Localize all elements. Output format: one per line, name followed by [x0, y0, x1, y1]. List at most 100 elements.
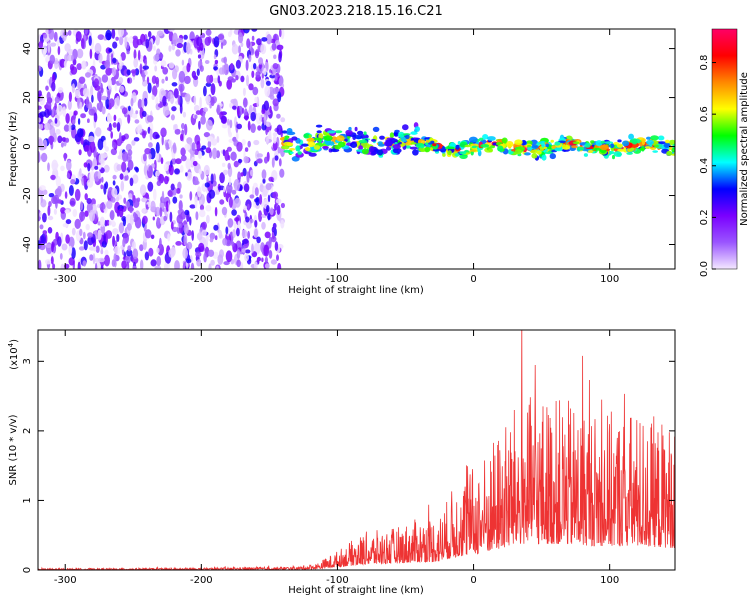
spectrogram-cell: [129, 214, 134, 226]
spectrogram-cell: [90, 85, 94, 98]
spectrogram-cell: [394, 132, 398, 136]
spectrogram-cell: [155, 134, 160, 139]
spectrogram-cell: [200, 115, 206, 125]
spectrogram-cell: [272, 98, 279, 107]
spectrogram-cell: [168, 45, 172, 52]
spectrogram-cell: [75, 31, 82, 42]
spectrogram-cell: [65, 234, 70, 244]
spectrogram-cell: [182, 111, 187, 118]
spectrogram-cell: [204, 182, 210, 188]
spectrogram-cell: [168, 164, 172, 172]
spectrogram-cell: [89, 254, 94, 261]
spectrogram-cell: [42, 212, 47, 223]
spectrogram-cell: [38, 259, 42, 269]
spectrogram-cell: [60, 207, 66, 214]
spectrogram-cell: [297, 151, 303, 155]
spectrogram-cell: [222, 238, 228, 246]
spectrogram-cell: [626, 152, 633, 155]
spectrogram-cell: [280, 117, 286, 123]
spectrogram-cell: [259, 194, 263, 205]
spectrogram-cell: [327, 130, 336, 134]
spectrogram-cell: [47, 227, 53, 234]
spectrogram-cell: [641, 139, 646, 146]
spectrogram-cell: [165, 200, 169, 212]
spectrogram-cell: [160, 90, 167, 96]
spectrogram-cell: [149, 128, 153, 141]
spectrogram-cell: [156, 247, 160, 254]
spectrogram-cell: [561, 144, 567, 149]
spectrogram-cell: [241, 248, 246, 253]
spectrogram-cell: [108, 220, 112, 226]
spectrogram-x-ticks: -300 -200 -100 0 100: [54, 29, 619, 285]
spectrogram-cell: [207, 249, 215, 257]
spectrogram-cell: [266, 34, 272, 45]
spectrogram-cell: [146, 76, 150, 85]
spectrogram-cell: [129, 177, 134, 187]
spectrogram-frame: [37, 28, 676, 270]
spectrogram-cell: [199, 199, 203, 206]
spectrogram-cell: [246, 38, 251, 49]
spectrogram-cell: [118, 77, 124, 84]
spectrogram-cell: [137, 49, 141, 61]
x-tick-label: -300: [54, 274, 77, 285]
spectrogram-cell: [74, 188, 81, 201]
spectrogram-cell: [536, 150, 542, 155]
spectrogram-cell: [214, 235, 218, 241]
spectrogram-cell: [251, 35, 255, 41]
spectrogram-cell: [54, 96, 60, 104]
spectrogram-cell: [227, 162, 231, 170]
spectrogram-cell: [170, 183, 175, 191]
spectrogram-cell: [482, 134, 489, 140]
spectrogram-cell: [104, 59, 111, 69]
spectrogram-cell: [264, 256, 268, 264]
spectrogram-cell: [235, 59, 241, 69]
spectrogram-cell: [241, 139, 246, 146]
spectrogram-cell: [412, 149, 419, 156]
spectrogram-cell: [261, 37, 268, 42]
spectrogram-cell: [178, 70, 186, 83]
spectrogram-cell: [116, 164, 122, 171]
spectrogram-cell: [117, 155, 122, 160]
spectrogram-cell: [89, 48, 93, 59]
spectrogram-cell: [137, 98, 143, 110]
spectrogram-cell: [230, 78, 236, 83]
spectrogram-cell: [151, 94, 155, 101]
spectrogram-cell: [111, 29, 116, 39]
spectrogram-cell: [105, 97, 110, 109]
snr-panel: -300 -200 -100 0 100 0 1 2 3 Height of straight…: [7, 329, 676, 596]
spectrogram-cell: [113, 245, 121, 256]
spectrogram-cell: [199, 97, 202, 109]
spectrogram-cell: [477, 147, 481, 153]
spectrogram-cell: [100, 265, 104, 269]
spectrogram-cell: [243, 29, 250, 34]
spectrogram-cell: [62, 106, 67, 117]
spectrogram-cell: [65, 219, 72, 225]
spectrogram-cell: [258, 57, 264, 65]
spectrogram-cell: [162, 95, 167, 107]
spectrogram-cell: [97, 34, 105, 40]
spectrogram-cell: [268, 130, 272, 140]
spectrogram-cell: [657, 135, 665, 141]
spectrogram-cell: [544, 151, 554, 155]
spectrogram-cell: [418, 147, 426, 152]
spectrogram-cell: [50, 42, 57, 47]
spectrogram-cell: [92, 253, 96, 265]
spectrogram-cell: [198, 120, 201, 130]
spectrogram-cell: [210, 83, 216, 96]
spectrogram-cell: [402, 124, 409, 131]
spectrogram-cell: [196, 259, 202, 267]
snr-scale-prefix: (x10: [9, 347, 20, 370]
spectrogram-cell: [56, 185, 62, 198]
spectrogram-cell: [257, 125, 262, 131]
spectrogram-cell: [100, 82, 103, 92]
spectrogram-cell: [141, 208, 146, 214]
spectrogram-cell: [133, 212, 137, 219]
spectrogram-cell: [186, 171, 193, 181]
spectrogram-cell: [276, 44, 284, 51]
spectrogram-cell: [274, 155, 279, 161]
spectrogram-cell: [265, 183, 272, 191]
colorbar: 0.0 0.2 0.4 0.6 0.8 Normalized spectral ampl…: [699, 28, 750, 277]
spectrogram-cell: [130, 69, 137, 74]
spectrogram-cell: [363, 131, 367, 136]
spectrogram-cell: [82, 231, 86, 240]
